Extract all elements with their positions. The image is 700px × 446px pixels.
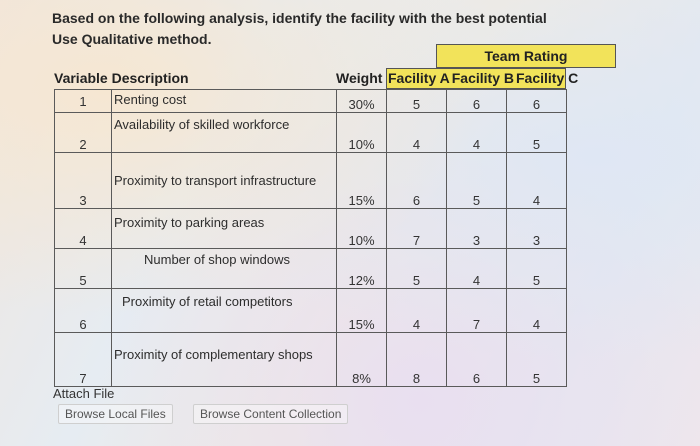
table-row: 6 Proximity of retail competitors 15% 4 …	[54, 288, 567, 333]
row-weight: 10%	[336, 208, 387, 249]
rating-facility-a: 7	[386, 208, 447, 249]
browse-content-collection-button[interactable]: Browse Content Collection	[193, 404, 349, 424]
rating-table: 1 Renting cost 30% 5 6 6 2 Availability …	[54, 89, 567, 387]
row-description: Proximity of complementary shops	[111, 332, 337, 387]
rating-facility-c: 6	[506, 89, 567, 113]
table-row: 7 Proximity of complementary shops 8% 8 …	[54, 332, 567, 387]
table-row: 1 Renting cost 30% 5 6 6	[54, 89, 567, 113]
row-number: 5	[54, 248, 112, 289]
rating-facility-b: 6	[446, 332, 507, 387]
team-rating-header: Team Rating	[436, 44, 616, 68]
row-description-text: Proximity of complementary shops	[114, 347, 313, 362]
rating-facility-b: 7	[446, 288, 507, 333]
row-number: 6	[54, 288, 112, 333]
rating-facility-b: 4	[446, 248, 507, 289]
rating-facility-c: 5	[506, 248, 567, 289]
row-description: Renting cost	[111, 89, 337, 113]
rating-facility-c: 4	[506, 152, 567, 209]
table-row: 5 Number of shop windows 12% 5 4 5	[54, 248, 567, 289]
row-description: Availability of skilled workforce	[111, 112, 337, 153]
row-number: 2	[54, 112, 112, 153]
rating-facility-c: 3	[506, 208, 567, 249]
row-description-text: Proximity to parking areas	[114, 215, 265, 230]
rating-facility-b: 3	[446, 208, 507, 249]
row-description-text: Proximity to transport infrastructure	[114, 173, 317, 188]
rating-facility-c: 5	[506, 332, 567, 387]
facility-c-header: Facility C	[515, 70, 579, 86]
attach-file-label: Attach File	[53, 386, 115, 401]
row-weight: 15%	[336, 288, 387, 333]
row-number: 4	[54, 208, 112, 249]
facility-b-header: Facility B	[451, 70, 514, 86]
row-weight: 8%	[336, 332, 387, 387]
question-line-1: Based on the following analysis, identif…	[52, 10, 547, 26]
rating-facility-c: 5	[506, 112, 567, 153]
question-text: Based on the following analysis, identif…	[52, 8, 592, 50]
rating-facility-a: 5	[386, 89, 447, 113]
row-weight: 15%	[336, 152, 387, 209]
rating-facility-b: 5	[446, 152, 507, 209]
row-description-text: Proximity of retail competitors	[122, 294, 293, 309]
rating-facility-c: 4	[506, 288, 567, 333]
rating-facility-b: 4	[446, 112, 507, 153]
question-line-2: Use Qualitative method.	[52, 31, 212, 47]
rating-facility-a: 4	[386, 112, 447, 153]
analysis-table-image: Team Rating Variable Description Weight …	[50, 44, 616, 388]
facility-headers: Facility A Facility B Facility C	[386, 68, 578, 89]
rating-facility-b: 6	[446, 89, 507, 113]
row-description: Proximity of retail competitors	[111, 288, 337, 333]
rating-facility-a: 5	[386, 248, 447, 289]
rating-facility-a: 8	[386, 332, 447, 387]
variable-description-header: Variable Description	[54, 70, 189, 86]
browse-local-files-button[interactable]: Browse Local Files	[58, 404, 173, 424]
row-description: Proximity to parking areas	[111, 208, 337, 249]
row-description: Number of shop windows	[111, 248, 337, 289]
row-number: 7	[54, 332, 112, 387]
row-description-text: Availability of skilled workforce	[114, 117, 290, 132]
row-weight: 30%	[336, 89, 387, 113]
row-description-text: Renting cost	[114, 92, 187, 107]
table-row: 2 Availability of skilled workforce 10% …	[54, 112, 567, 153]
row-number: 3	[54, 152, 112, 209]
row-weight: 10%	[336, 112, 387, 153]
rating-facility-a: 4	[386, 288, 447, 333]
table-row: 3 Proximity to transport infrastructure …	[54, 152, 567, 209]
rating-facility-a: 6	[386, 152, 447, 209]
row-description: Proximity to transport infrastructure	[111, 152, 337, 209]
facility-a-header: Facility A	[388, 70, 450, 86]
row-weight: 12%	[336, 248, 387, 289]
table-row: 4 Proximity to parking areas 10% 7 3 3	[54, 208, 567, 249]
weight-header: Weight	[336, 70, 383, 86]
row-number: 1	[54, 89, 112, 113]
row-description-text: Number of shop windows	[144, 252, 290, 267]
